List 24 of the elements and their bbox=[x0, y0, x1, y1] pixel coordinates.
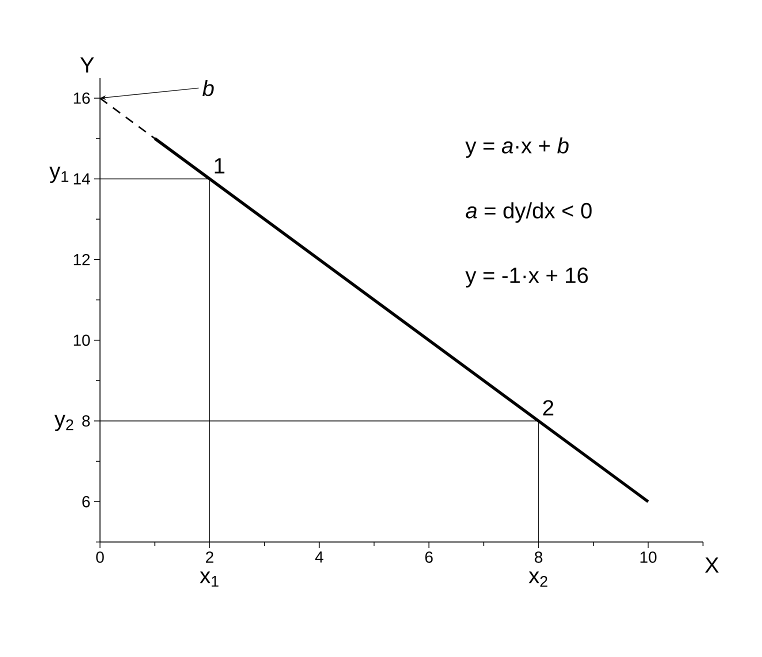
x-tick-label: 0 bbox=[96, 552, 104, 563]
y-tick-label: 8 bbox=[82, 415, 90, 427]
annotation: a = dy/dx < 0 bbox=[466, 202, 592, 223]
y-tick-label: 12 bbox=[74, 254, 90, 266]
y-tick-label: 10 bbox=[74, 334, 90, 346]
annotation: y$_{1}$ bbox=[49, 166, 68, 183]
x-tick-label: 4 bbox=[315, 552, 324, 563]
annotation: x$_{2}$ bbox=[528, 572, 548, 587]
x-tick-label: 8 bbox=[534, 552, 542, 563]
x-tick-label: 6 bbox=[425, 552, 433, 563]
y-tick-label: 14 bbox=[74, 173, 90, 184]
annotation: b bbox=[202, 80, 214, 96]
x-axis-title: X bbox=[705, 558, 719, 573]
annotation: x$_{1}$ bbox=[200, 572, 218, 587]
y-tick-label: 16 bbox=[74, 92, 90, 104]
annotation: y = a·x + b bbox=[465, 137, 569, 158]
annotation: 1 bbox=[214, 158, 224, 174]
annotation: y$_{2}$ bbox=[54, 414, 74, 432]
annotation: 2 bbox=[543, 400, 554, 416]
annotation: y = -1·x + 16 bbox=[465, 268, 588, 288]
x-tick-label: 10 bbox=[640, 552, 656, 563]
y-axis-title: Y bbox=[80, 57, 94, 72]
y-tick-label: 6 bbox=[82, 496, 90, 508]
x-tick-label: 2 bbox=[206, 552, 214, 563]
